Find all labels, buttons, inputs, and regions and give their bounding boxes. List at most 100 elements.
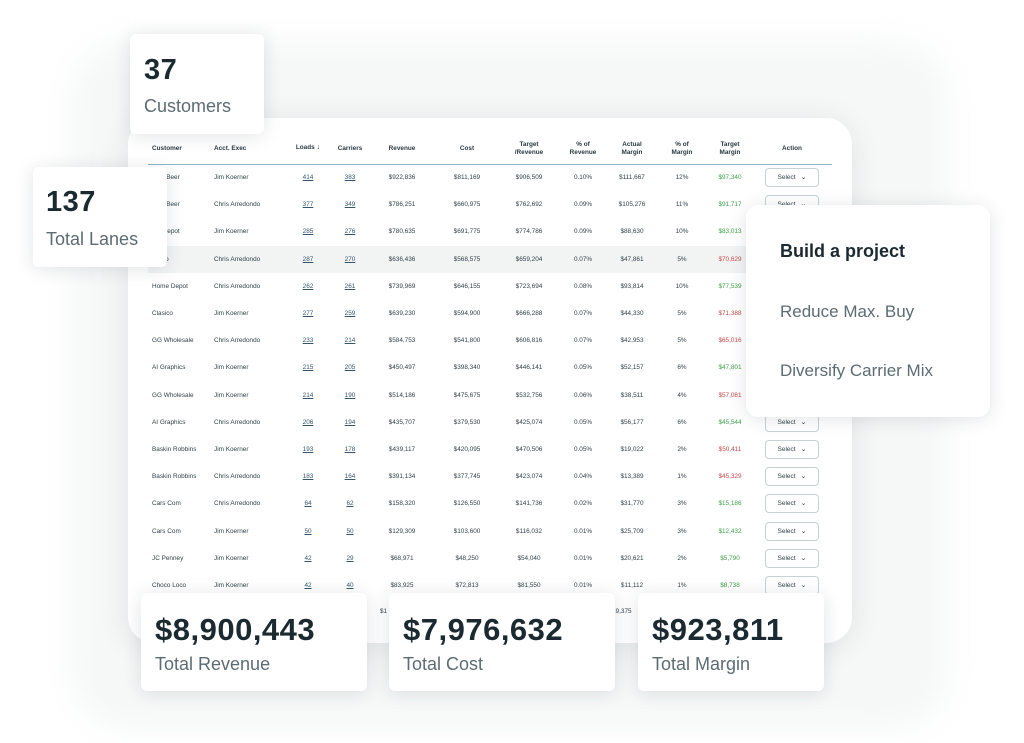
table-cell-customer: JC Penney bbox=[152, 554, 184, 562]
table-cell-loads[interactable]: 42 bbox=[304, 581, 312, 589]
table-row[interactable]: ...sicoChris Arredondo287270$636,436$568… bbox=[148, 245, 832, 273]
table-cell-loads[interactable]: 287 bbox=[286, 245, 330, 273]
select-dropdown[interactable]: Select ⌄ bbox=[765, 168, 819, 188]
table-cell-action: Select ⌄ bbox=[752, 572, 832, 599]
table-cell-cost: $660,975 bbox=[453, 201, 481, 209]
table-row[interactable]: Choco Loco Jim Koerner 42 40 $83,925 $72,813 $… bbox=[148, 572, 832, 599]
col-header-actual-margin[interactable]: Actual Margin bbox=[608, 134, 656, 165]
table-cell-carriers[interactable]: 62 bbox=[346, 500, 354, 508]
table-row[interactable]: GG Wholesale Chris Arredondo 233 214 $584,75… bbox=[148, 327, 832, 354]
col-header-action: Action bbox=[752, 134, 832, 165]
table-cell-loads[interactable]: 215 bbox=[302, 364, 314, 372]
table-row[interactable]: Baskin Robbins Chris Arredondo 183 164 $391,… bbox=[148, 463, 832, 490]
table-cell-carriers[interactable]: 194 bbox=[344, 418, 356, 426]
table-cell-target-margin: $12,432 bbox=[718, 527, 742, 535]
table-cell-carriers[interactable]: 50 bbox=[346, 527, 354, 535]
table-cell-loads[interactable]: 277 bbox=[302, 310, 314, 318]
table-cell-loads[interactable]: 233 bbox=[302, 337, 314, 345]
select-dropdown[interactable]: Select ⌄ bbox=[765, 467, 819, 487]
table-row[interactable]: Cars Com Jim Koerner 50 50 $129,309 $103,600 $… bbox=[148, 517, 832, 544]
table-cell-target-rev: $606,816 bbox=[515, 337, 543, 345]
chevron-down-icon: ⌄ bbox=[800, 581, 807, 589]
select-dropdown[interactable]: Select ⌄ bbox=[765, 548, 819, 568]
table-row[interactable]: GG Wholesale Jim Koerner 214 190 $514,186 $47… bbox=[148, 382, 832, 409]
select-dropdown[interactable]: Select ⌄ bbox=[765, 521, 819, 541]
table-row[interactable]: Baskin Robbins Jim Koerner 193 178 $439,117 $… bbox=[148, 436, 832, 463]
table-cell-loads[interactable]: 64 bbox=[304, 500, 312, 508]
col-header-target-margin[interactable]: Target Margin bbox=[708, 134, 752, 165]
table-cell-target-rev: $446,141 bbox=[515, 364, 543, 372]
table-row[interactable]: AI Graphics Chris Arredondo 206 194 $435,707… bbox=[148, 409, 832, 436]
col-header-revenue[interactable]: Revenue bbox=[370, 134, 434, 165]
lanes-table-panel: Customer Acct. Exec Loads ↓ Carriers Reve… bbox=[128, 118, 852, 643]
table-cell-loads[interactable]: 285 bbox=[302, 228, 314, 236]
col-header-carriers[interactable]: Carriers bbox=[330, 134, 370, 165]
table-cell-loads[interactable]: 50 bbox=[304, 527, 312, 535]
table-cell-loads[interactable]: 206 bbox=[302, 418, 314, 426]
table-row[interactable]: Cars Com Chris Arredondo 64 62 $158,320 $126,… bbox=[148, 490, 832, 517]
total-margin-value: $923,811 bbox=[652, 612, 784, 647]
table-cell-carriers[interactable]: 29 bbox=[346, 554, 354, 562]
col-header-customer[interactable]: Customer bbox=[148, 134, 210, 165]
table-cell-carriers[interactable]: 276 bbox=[344, 228, 356, 236]
table-cell-revenue: $83,925 bbox=[390, 581, 414, 589]
table-cell-target-margin: $65,016 bbox=[718, 337, 742, 345]
table-row[interactable]: Clasico Jim Koerner 277 259 $639,230 $594,900… bbox=[148, 300, 832, 327]
table-cell-cost: $811,169 bbox=[453, 174, 481, 182]
col-header-target-revenue[interactable]: Target/Revenue bbox=[500, 134, 558, 165]
table-cell-target-margin: $91,717 bbox=[718, 201, 742, 209]
table-cell-target-margin: $50,411 bbox=[718, 445, 742, 453]
table-cell-carriers[interactable]: 40 bbox=[346, 581, 354, 589]
table-cell-carriers[interactable]: 261 bbox=[344, 282, 356, 290]
table-cell-loads[interactable]: 183 bbox=[302, 473, 314, 481]
table-cell-carriers[interactable]: 383 bbox=[344, 174, 356, 182]
table-cell-exec: Jim Koerner bbox=[214, 310, 249, 318]
table-cell-carriers[interactable]: 205 bbox=[344, 364, 356, 372]
table-cell-target-rev: $906,509 bbox=[515, 174, 543, 182]
select-dropdown[interactable]: Select ⌄ bbox=[765, 439, 819, 459]
col-header-cost[interactable]: Cost bbox=[434, 134, 500, 165]
table-cell-carriers[interactable]: 164 bbox=[344, 473, 356, 481]
table-row[interactable]: JC Penney Jim Koerner 42 29 $68,971 $48,250 $5… bbox=[148, 545, 832, 572]
table-cell-actual-margin: $47,861 bbox=[608, 245, 656, 273]
table-row[interactable]: AI Graphics Jim Koerner 215 205 $450,497 $398… bbox=[148, 354, 832, 381]
table-cell-carriers[interactable]: 214 bbox=[344, 337, 356, 345]
table-cell-loads[interactable]: 42 bbox=[304, 554, 312, 562]
table-cell-exec: Jim Koerner bbox=[214, 581, 249, 589]
table-cell-cost: $379,530 bbox=[453, 418, 481, 426]
table-cell-cost: $475,675 bbox=[453, 391, 481, 399]
table-cell-target-rev: $659,204 bbox=[500, 245, 558, 273]
menu-item-diversify-carrier-mix[interactable]: Diversify Carrier Mix bbox=[780, 361, 933, 380]
table-cell-exec: Chris Arredondo bbox=[214, 473, 261, 481]
customers-label: Customers bbox=[144, 96, 232, 116]
col-header-pct-revenue[interactable]: % of Revenue bbox=[558, 134, 608, 165]
col-header-acct-exec[interactable]: Acct. Exec bbox=[210, 134, 286, 165]
select-dropdown[interactable]: Select ⌄ bbox=[765, 494, 819, 514]
table-cell-loads[interactable]: 214 bbox=[302, 391, 314, 399]
table-cell-loads[interactable]: 262 bbox=[302, 282, 314, 290]
table-cell-action: Select ⌄ bbox=[752, 463, 832, 490]
table-cell-carriers[interactable]: 190 bbox=[344, 391, 356, 399]
select-label: Select bbox=[777, 527, 796, 535]
table-cell-loads[interactable]: 193 bbox=[302, 445, 314, 453]
table-cell-pct-rev: 0.07% bbox=[558, 245, 608, 273]
table-cell-actual-margin: $20,621 bbox=[620, 554, 644, 562]
table-cell-revenue: $780,635 bbox=[388, 228, 416, 236]
table-row[interactable]: Home Depot Chris Arredondo 262 261 $739,969 $… bbox=[148, 273, 832, 300]
table-cell-loads[interactable]: 414 bbox=[302, 174, 314, 182]
select-dropdown[interactable]: Select ⌄ bbox=[765, 575, 819, 595]
table-cell-carriers[interactable]: 259 bbox=[344, 310, 356, 318]
table-cell-carriers[interactable]: 349 bbox=[344, 201, 356, 209]
total-cost-card: $7,976,632 Total Cost bbox=[389, 593, 615, 691]
col-header-pct-margin[interactable]: % of Margin bbox=[656, 134, 708, 165]
col-header-loads[interactable]: Loads ↓ bbox=[286, 134, 330, 165]
table-cell-loads[interactable]: 377 bbox=[302, 201, 314, 209]
sort-desc-icon[interactable]: ↓ bbox=[316, 144, 321, 152]
table-cell-carriers[interactable]: 178 bbox=[344, 445, 356, 453]
menu-item-reduce-max-buy[interactable]: Reduce Max. Buy bbox=[780, 302, 915, 321]
table-cell-carriers[interactable]: 270 bbox=[330, 245, 370, 273]
table-cell-pct-margin: 6% bbox=[677, 364, 687, 372]
